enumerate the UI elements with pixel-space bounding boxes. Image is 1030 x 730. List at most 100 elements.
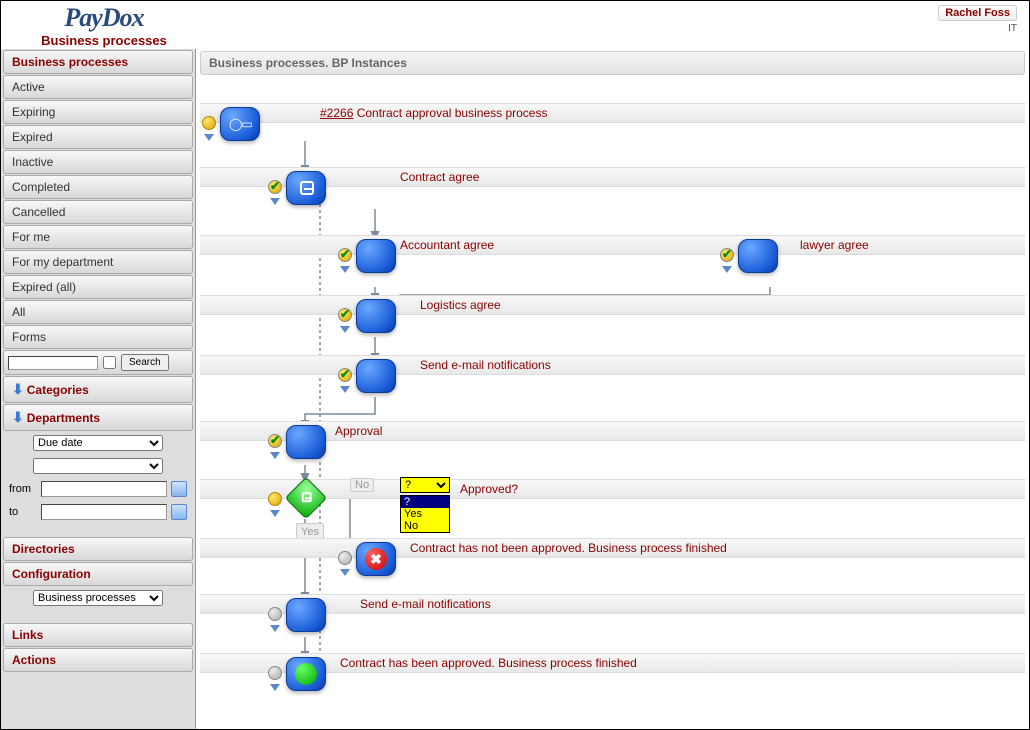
sidebar-item-inactive[interactable]: Inactive	[3, 150, 193, 174]
breadcrumb: Business processes. BP Instances	[200, 51, 1025, 75]
node-row-rejected: Contract has not been approved. Business…	[200, 538, 1025, 558]
duedate-row: Due date	[3, 432, 193, 454]
node-label: Contract agree	[400, 170, 479, 184]
date-from-input[interactable]	[41, 481, 167, 497]
status-complete-icon	[338, 308, 352, 322]
arrow-down-icon: ⬇	[12, 409, 24, 426]
collapse-icon	[300, 181, 314, 195]
expand-icon[interactable]	[340, 569, 350, 576]
expand-icon[interactable]	[270, 452, 280, 459]
sidebar-search-row: Search	[3, 350, 193, 375]
sidebar-item-expired-all[interactable]: Expired (all)	[3, 275, 193, 299]
sidebar-item-expiring[interactable]: Expiring	[3, 100, 193, 124]
from-label: from	[9, 483, 37, 495]
sidebar-departments[interactable]: ⬇Departments	[3, 404, 193, 431]
status-icon	[268, 492, 282, 506]
task-node-approval[interactable]	[286, 425, 326, 459]
terminate-node-rejected[interactable]: ✖	[356, 542, 396, 576]
empty-select[interactable]	[33, 458, 163, 474]
node-row-start: #2266 Contract approval business process	[200, 103, 1025, 123]
expand-icon[interactable]	[340, 386, 350, 393]
search-button[interactable]: Search	[121, 354, 169, 371]
decision-label: Approved?	[460, 482, 518, 496]
expand-icon[interactable]	[340, 266, 350, 273]
sidebar-item-completed[interactable]: Completed	[3, 175, 193, 199]
task-node-email2[interactable]	[286, 598, 326, 632]
user-area: Rachel Foss IT	[934, 3, 1021, 36]
status-icon	[202, 116, 216, 130]
sidebar-item-for-my-department[interactable]: For my department	[3, 250, 193, 274]
config-select[interactable]: Business processes	[33, 590, 163, 606]
task-node-lawyer[interactable]	[738, 239, 778, 273]
node-label-lawyer: lawyer agree	[800, 238, 869, 252]
node-row-email1: Send e-mail notifications	[200, 355, 1025, 375]
branch-no-label: No	[350, 478, 374, 492]
date-from-row: from	[3, 478, 193, 500]
node-label: Contract has not been approved. Business…	[410, 541, 727, 555]
arrow-down-icon: ⬇	[12, 381, 24, 398]
task-node-logistics[interactable]	[356, 299, 396, 333]
search-input[interactable]	[8, 356, 98, 370]
expand-icon[interactable]	[722, 266, 732, 273]
task-node-accountant[interactable]	[356, 239, 396, 273]
duedate-select[interactable]: Due date	[33, 435, 163, 451]
node-label: Approval	[335, 424, 382, 438]
start-node[interactable]: ◯▭	[220, 107, 260, 141]
sidebar-item-active[interactable]: Active	[3, 75, 193, 99]
node-label: Send e-mail notifications	[420, 358, 551, 372]
sidebar-directories[interactable]: Directories	[3, 537, 193, 561]
task-node-email1[interactable]	[356, 359, 396, 393]
calendar-icon[interactable]	[171, 504, 187, 520]
sidebar-item-expired[interactable]: Expired	[3, 125, 193, 149]
collapse-icon	[302, 492, 312, 502]
sidebar-links[interactable]: Links	[3, 623, 193, 647]
dropdown-option[interactable]: ?	[401, 496, 449, 508]
node-label: Logistics agree	[420, 298, 501, 312]
main-panel: Business processes. BP Instances	[196, 49, 1029, 729]
search-checkbox[interactable]	[103, 356, 116, 369]
process-title: Contract approval business process	[353, 106, 547, 120]
sidebar-item-forms[interactable]: Forms	[3, 325, 193, 349]
expand-icon[interactable]	[270, 684, 280, 691]
success-icon	[295, 663, 317, 685]
approved-dropdown-list[interactable]: ? Yes No	[400, 495, 450, 533]
empty-select-row	[3, 455, 193, 477]
expand-icon[interactable]	[270, 510, 280, 517]
expand-icon[interactable]	[204, 134, 214, 141]
expand-icon[interactable]	[270, 198, 280, 205]
process-id-link[interactable]: #2266	[320, 106, 353, 120]
end-node-approved[interactable]	[286, 657, 326, 691]
logo-subtitle: Business processes	[9, 33, 199, 48]
approved-select[interactable]: ?	[400, 477, 450, 493]
group-node[interactable]	[286, 171, 326, 205]
sidebar-configuration[interactable]: Configuration	[3, 562, 193, 586]
dropdown-option[interactable]: No	[401, 520, 449, 532]
node-label: Send e-mail notifications	[360, 597, 491, 611]
sidebar-actions[interactable]: Actions	[3, 648, 193, 672]
flowchart: #2266 Contract approval business process…	[200, 79, 1025, 719]
dropdown-option[interactable]: Yes	[401, 508, 449, 520]
node-start-label[interactable]: #2266 Contract approval business process	[320, 106, 547, 120]
date-to-row: to	[3, 501, 193, 523]
sidebar-categories[interactable]: ⬇Categories	[3, 376, 193, 403]
departments-label: Departments	[27, 411, 100, 425]
sidebar: Business processes Active Expiring Expir…	[1, 49, 196, 729]
calendar-icon[interactable]	[171, 481, 187, 497]
status-complete-icon	[338, 368, 352, 382]
sidebar-item-business-processes[interactable]: Business processes	[3, 50, 193, 74]
user-dept: IT	[938, 23, 1017, 34]
expand-icon[interactable]	[340, 326, 350, 333]
status-pending-icon	[268, 666, 282, 680]
categories-label: Categories	[27, 383, 89, 397]
user-name[interactable]: Rachel Foss	[938, 5, 1017, 21]
node-label: Contract has been approved. Business pro…	[340, 656, 637, 670]
status-complete-icon	[268, 180, 282, 194]
to-label: to	[9, 506, 37, 518]
expand-icon[interactable]	[270, 625, 280, 632]
sidebar-item-for-me[interactable]: For me	[3, 225, 193, 249]
sidebar-item-cancelled[interactable]: Cancelled	[3, 200, 193, 224]
date-to-input[interactable]	[41, 504, 167, 520]
status-complete-icon	[338, 248, 352, 262]
status-complete-icon	[720, 248, 734, 262]
sidebar-item-all[interactable]: All	[3, 300, 193, 324]
